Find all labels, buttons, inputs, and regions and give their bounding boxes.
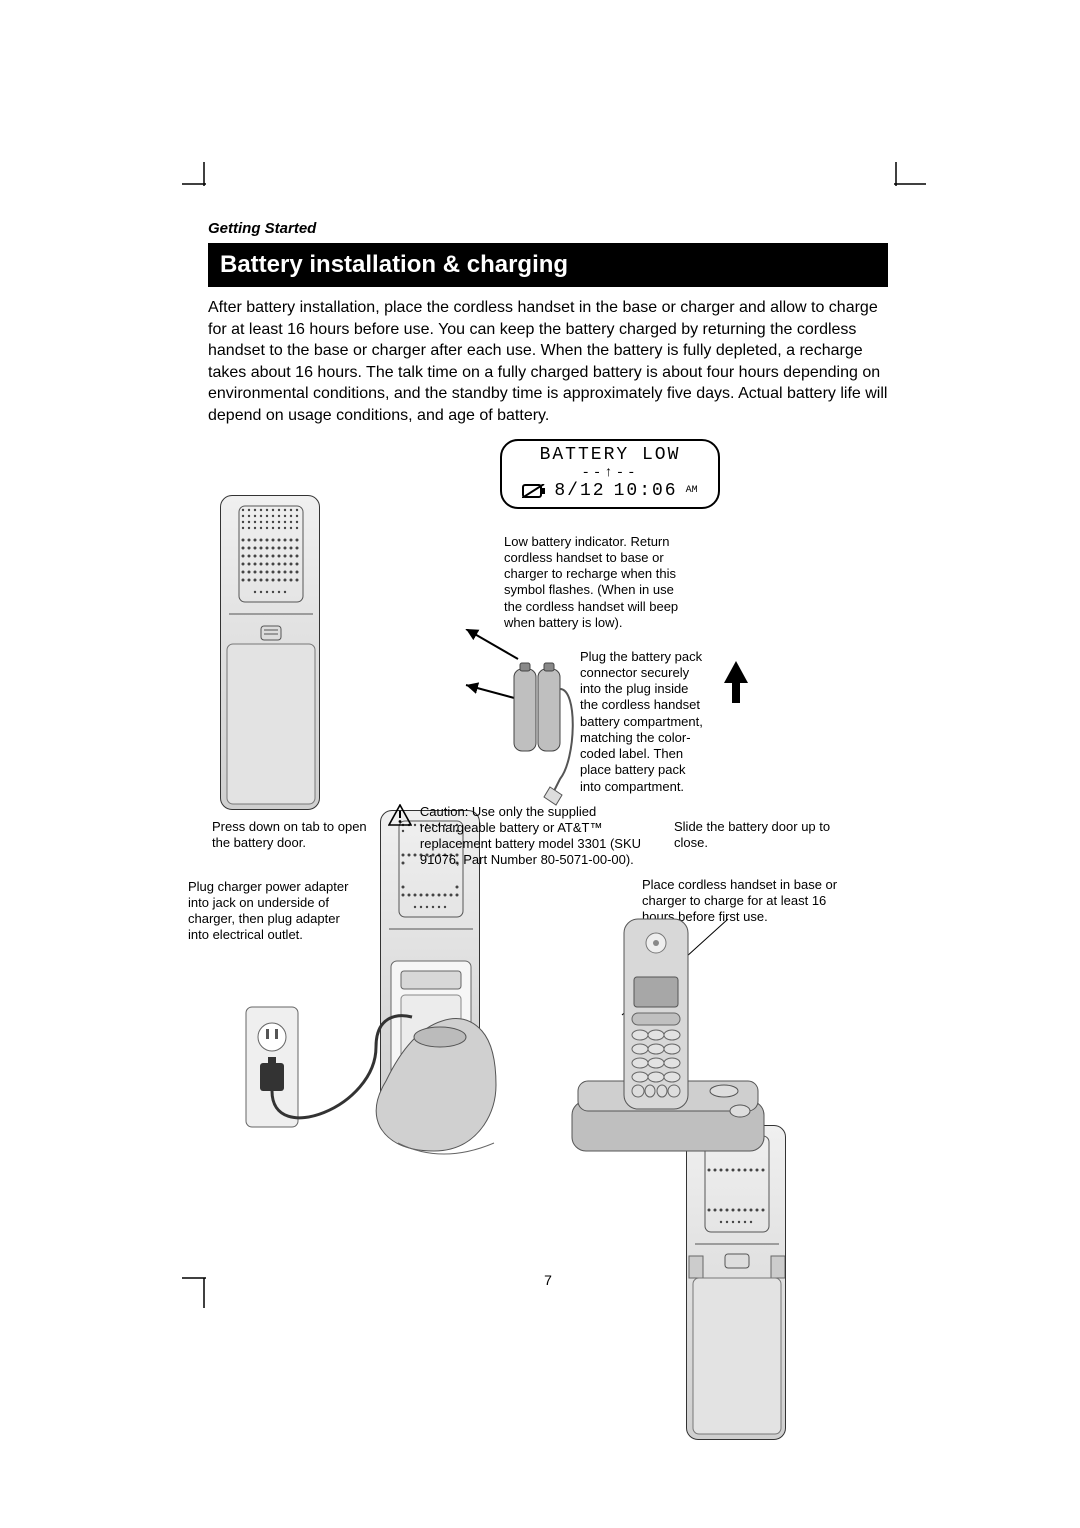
lcd-line3: 8/12 10:06 AM bbox=[518, 481, 702, 501]
handset-in-base-illustration bbox=[568, 911, 768, 1171]
handset-close-door-illustration bbox=[686, 1125, 786, 1440]
lcd-display: BATTERY LOW --↑-- 8/12 10:06 AM bbox=[500, 439, 720, 509]
page-number: 7 bbox=[544, 1272, 552, 1288]
caution-block: Caution: Use only the supplied rechargea… bbox=[388, 804, 658, 869]
battery-pack-icon bbox=[458, 629, 588, 829]
section-label: Getting Started bbox=[208, 220, 888, 237]
callout-caution: Caution: Use only the supplied rechargea… bbox=[420, 804, 656, 869]
callout-plug-charger: Plug charger power adapter into jack on … bbox=[188, 879, 358, 944]
outlet-charger-illustration bbox=[236, 967, 516, 1217]
lcd-line2: --↑-- bbox=[518, 465, 702, 481]
callout-low-battery: Low battery indicator. Return cordless h… bbox=[504, 534, 684, 632]
callout-slide-door: Slide the battery door up to close. bbox=[674, 819, 844, 852]
arrow-up-icon bbox=[724, 661, 748, 683]
page-title: Battery installation & charging bbox=[208, 243, 888, 287]
callout-plug-pack: Plug the battery pack connector securely… bbox=[580, 649, 710, 795]
lcd-date: 8/12 bbox=[554, 481, 605, 501]
lcd-time: 10:06 bbox=[614, 481, 678, 501]
battery-low-icon bbox=[522, 484, 546, 498]
manual-page: Getting Started Battery installation & c… bbox=[208, 220, 888, 1280]
lcd-ampm: AM bbox=[686, 485, 698, 496]
crop-mark-icon bbox=[886, 162, 926, 202]
intro-paragraph: After battery installation, place the co… bbox=[208, 297, 888, 427]
diagram-area: BATTERY LOW --↑-- 8/12 10:06 AM bbox=[208, 439, 888, 1219]
crop-mark-icon bbox=[182, 162, 222, 202]
handset-back-closed-illustration bbox=[220, 495, 320, 810]
lcd-line1: BATTERY LOW bbox=[518, 445, 702, 465]
callout-press-tab: Press down on tab to open the battery do… bbox=[212, 819, 382, 852]
caution-icon bbox=[388, 804, 412, 829]
